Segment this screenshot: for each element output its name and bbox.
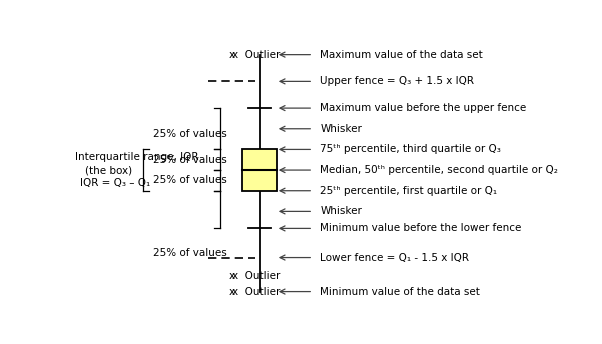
- Text: Minimum value of the data set: Minimum value of the data set: [320, 287, 480, 297]
- Text: Interquartile range, IQR: Interquartile range, IQR: [75, 152, 199, 162]
- Text: 25% of values: 25% of values: [153, 129, 226, 139]
- Bar: [242, 149, 277, 191]
- Text: x: x: [229, 271, 235, 281]
- Text: 25% of values: 25% of values: [153, 175, 226, 185]
- Text: Median, 50ᵗʰ percentile, second quartile or Q₂: Median, 50ᵗʰ percentile, second quartile…: [320, 165, 558, 175]
- Text: 25% of values: 25% of values: [153, 248, 226, 258]
- Text: Minimum value before the lower fence: Minimum value before the lower fence: [320, 223, 521, 233]
- Text: Maximum value before the upper fence: Maximum value before the upper fence: [320, 103, 526, 113]
- Text: x  Outlier: x Outlier: [232, 271, 280, 281]
- Text: Upper fence = Q₃ + 1.5 x IQR: Upper fence = Q₃ + 1.5 x IQR: [320, 76, 474, 86]
- Text: x  Outlier: x Outlier: [232, 287, 280, 297]
- Text: x: x: [229, 50, 235, 60]
- Text: Maximum value of the data set: Maximum value of the data set: [320, 50, 483, 60]
- Text: 25ᵗʰ percentile, first quartile or Q₁: 25ᵗʰ percentile, first quartile or Q₁: [320, 186, 497, 196]
- Text: x  Outlier: x Outlier: [232, 50, 280, 60]
- Text: Lower fence = Q₁ - 1.5 x IQR: Lower fence = Q₁ - 1.5 x IQR: [320, 252, 469, 262]
- Text: IQR = Q₃ – Q₁: IQR = Q₃ – Q₁: [80, 178, 150, 188]
- Text: 75ᵗʰ percentile, third quartile or Q₃: 75ᵗʰ percentile, third quartile or Q₃: [320, 144, 501, 154]
- Text: 25% of values: 25% of values: [153, 154, 226, 165]
- Text: Whisker: Whisker: [320, 206, 362, 216]
- Text: x: x: [229, 287, 235, 297]
- Text: (the box): (the box): [84, 165, 132, 175]
- Text: Whisker: Whisker: [320, 124, 362, 134]
